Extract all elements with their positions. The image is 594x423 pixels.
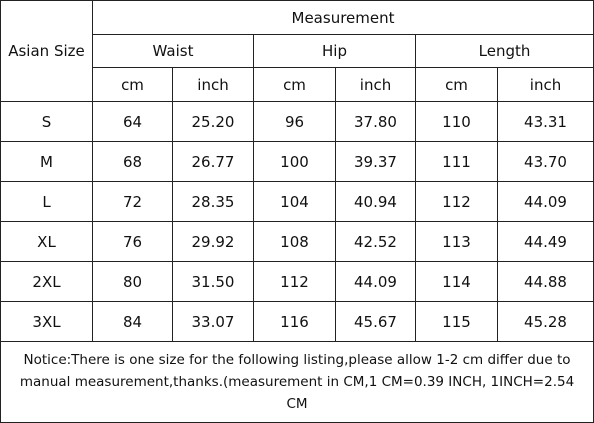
- unit-header: inch: [172, 67, 254, 102]
- measure-cell: 76: [92, 221, 173, 262]
- unit-header: inch: [496, 67, 594, 102]
- measure-cell: 104: [253, 181, 336, 222]
- measure-cell: 116: [253, 301, 336, 342]
- table-row: S 64 25.20 96 37.80 110 43.31: [0, 101, 594, 142]
- measure-cell: 28.35: [172, 181, 254, 222]
- measure-cell: 112: [253, 261, 336, 302]
- measure-cell: 37.80: [335, 101, 416, 142]
- table-row: 2XL 80 31.50 112 44.09 114 44.88: [0, 261, 594, 302]
- unit-header: cm: [415, 67, 498, 102]
- table-row: M 68 26.77 100 39.37 111 43.70: [0, 141, 594, 182]
- measure-cell: 44.09: [496, 181, 594, 222]
- unit-header: cm: [92, 67, 173, 102]
- measure-cell: 100: [253, 141, 336, 182]
- unit-header: cm: [253, 67, 336, 102]
- measure-cell: 25.20: [172, 101, 254, 142]
- table-row: cm inch cm inch cm inch: [1, 67, 594, 102]
- table-row: 3XL 84 33.07 116 45.67 115 45.28: [0, 301, 594, 342]
- measure-cell: 44.88: [496, 261, 594, 302]
- table-row: L 72 28.35 104 40.94 112 44.09: [0, 181, 594, 222]
- measure-cell: 84: [92, 301, 173, 342]
- measure-cell: 115: [415, 301, 498, 342]
- size-label: S: [0, 101, 93, 142]
- measure-cell: 45.67: [335, 301, 416, 342]
- group-header: Hip: [253, 34, 416, 68]
- measure-cell: 112: [415, 181, 498, 222]
- measure-cell: 26.77: [172, 141, 254, 182]
- table-title: Measurement: [91, 0, 594, 35]
- notice: Notice:There is one size for the followi…: [0, 341, 594, 423]
- measure-cell: 44.49: [496, 221, 594, 262]
- table-row: XL 76 29.92 108 42.52 113 44.49: [0, 221, 594, 262]
- measure-cell: 72: [92, 181, 173, 222]
- group-header: Waist: [92, 34, 254, 68]
- size-label: 3XL: [0, 301, 93, 342]
- measure-cell: 113: [415, 221, 498, 262]
- row-header: Asian Size: [0, 0, 93, 102]
- measure-cell: 45.28: [496, 301, 594, 342]
- table-row: Asian Size Measurement: [0, 0, 594, 102]
- size-label: 2XL: [0, 261, 93, 302]
- measure-cell: 110: [415, 101, 498, 142]
- measure-cell: 44.09: [335, 261, 416, 302]
- measure-cell: 96: [253, 101, 336, 142]
- measure-cell: 43.31: [496, 101, 594, 142]
- measure-cell: 64: [92, 101, 173, 142]
- measure-cell: 39.37: [335, 141, 416, 182]
- size-label: L: [0, 181, 93, 222]
- size-label: XL: [0, 221, 93, 262]
- unit-header: inch: [335, 67, 416, 102]
- measure-cell: 43.70: [496, 141, 594, 182]
- measure-cell: 80: [92, 261, 173, 302]
- measure-cell: 114: [415, 261, 498, 302]
- measure-cell: 68: [92, 141, 173, 182]
- measure-cell: 111: [415, 141, 498, 182]
- group-header: Length: [414, 34, 594, 68]
- table-row: Waist Hip Length: [1, 34, 594, 68]
- measure-cell: 42.52: [335, 221, 416, 262]
- measure-cell: 29.92: [172, 221, 254, 262]
- size-label: M: [0, 141, 93, 182]
- measure-cell: 108: [253, 221, 336, 262]
- measure-cell: 40.94: [335, 181, 416, 222]
- measure-cell: 31.50: [172, 261, 254, 302]
- table-row: Notice:There is one size for the followi…: [0, 341, 594, 423]
- measure-cell: 33.07: [172, 301, 254, 342]
